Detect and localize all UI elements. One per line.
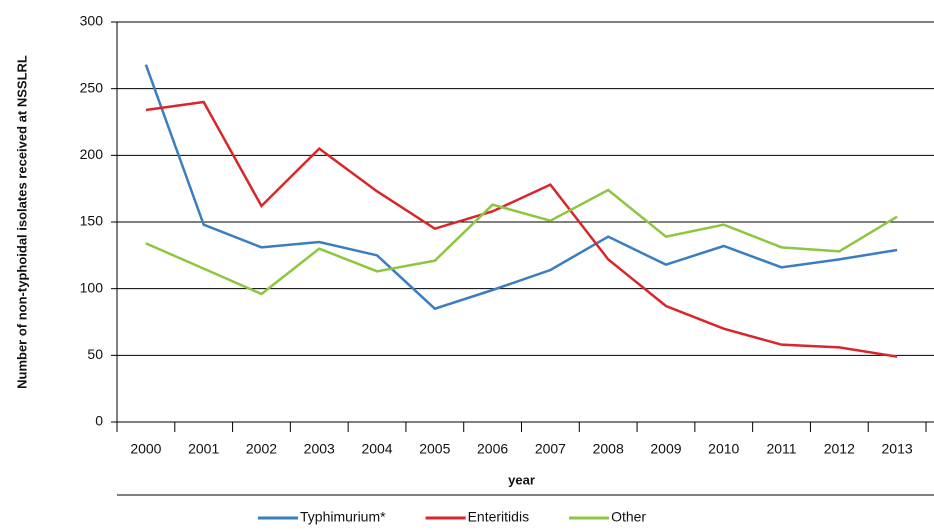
x-tick-label: 2011: [766, 441, 796, 457]
legend-label: Other: [611, 509, 646, 525]
x-tick-label: 2008: [593, 441, 624, 457]
x-axis-title: year: [508, 472, 535, 487]
x-tick-label: 2009: [650, 441, 681, 457]
legend-label: Enteritidis: [468, 509, 529, 525]
x-tick-label: 2005: [419, 441, 450, 457]
y-axis-title: Number of non-typhoidal isolates receive…: [14, 55, 30, 389]
legend-label: Typhimurium*: [300, 509, 386, 525]
x-tick-label: 2002: [246, 441, 277, 457]
y-tick-label: 100: [80, 279, 104, 295]
x-tick-label: 2006: [477, 441, 508, 457]
data-line: [145, 100, 898, 358]
x-tick-label: 2004: [361, 441, 392, 457]
x-tick-label: 2013: [882, 441, 913, 457]
x-tick-label: 2012: [824, 441, 855, 457]
x-tick-label: 2001: [188, 441, 219, 457]
x-tick-label: 2003: [304, 441, 335, 457]
x-tick-label: 2000: [130, 441, 161, 457]
y-tick-label: 150: [80, 213, 104, 229]
y-tick-label: 250: [80, 79, 104, 95]
data-line: [144, 64, 898, 311]
data-line: [145, 188, 898, 296]
y-tick-label: 50: [87, 346, 103, 362]
x-tick-label: 2007: [535, 441, 566, 457]
x-tick-label: 2010: [708, 441, 739, 457]
y-tick-label: 300: [80, 13, 104, 29]
y-tick-label: 0: [95, 413, 103, 429]
y-tick-label: 200: [80, 146, 104, 162]
